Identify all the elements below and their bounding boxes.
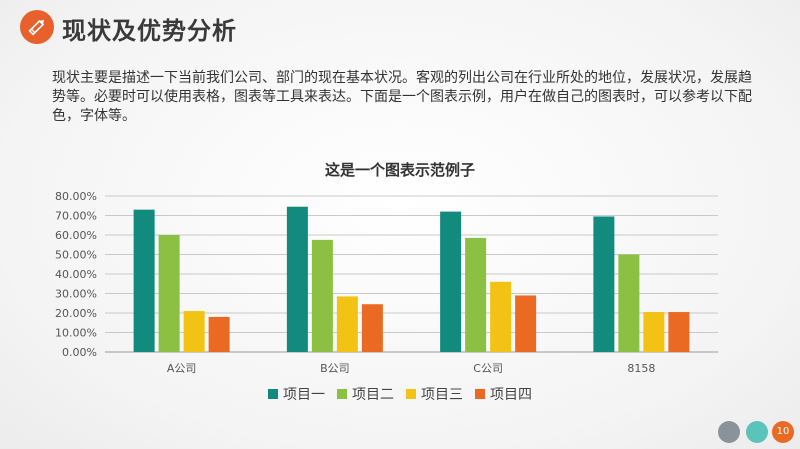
y-tick-label: 60.00% — [55, 229, 97, 242]
bar — [133, 209, 155, 352]
legend-item: 项目二 — [337, 384, 394, 404]
x-tick-label: B公司 — [320, 362, 350, 375]
legend-item: 项目三 — [406, 384, 463, 404]
nav-dot-gray — [718, 421, 740, 443]
y-tick-label: 40.00% — [55, 268, 97, 281]
bar — [490, 281, 512, 352]
legend-item: 项目一 — [268, 384, 325, 404]
bar — [515, 295, 537, 352]
x-tick-label: 8158 — [627, 362, 655, 375]
bar — [643, 312, 665, 352]
pencil-icon — [20, 10, 54, 44]
bar — [208, 316, 230, 352]
chart-legend: 项目一 项目二 项目三 项目四 — [0, 384, 800, 404]
y-tick-label: 20.00% — [55, 307, 97, 320]
legend-swatch — [268, 389, 278, 399]
page-title: 现状及优势分析 — [62, 17, 237, 45]
legend-label: 项目二 — [352, 387, 394, 403]
bar — [618, 254, 640, 352]
y-tick-label: 70.00% — [55, 210, 97, 223]
bar — [593, 216, 615, 352]
legend-swatch — [475, 389, 485, 399]
legend-label: 项目四 — [490, 387, 532, 403]
bar — [440, 211, 462, 352]
nav-dot-teal — [746, 421, 768, 443]
legend-swatch — [406, 389, 416, 399]
chart-title: 这是一个图表示范例子 — [325, 161, 475, 179]
bar — [465, 237, 487, 352]
y-tick-label: 10.00% — [55, 327, 97, 340]
y-tick-label: 50.00% — [55, 249, 97, 262]
bar — [286, 206, 308, 352]
legend-label: 项目一 — [283, 387, 325, 403]
y-tick-label: 30.00% — [55, 288, 97, 301]
bar — [361, 304, 383, 352]
legend-swatch — [337, 389, 347, 399]
page-number-badge: 10 — [772, 421, 794, 443]
x-tick-label: A公司 — [167, 362, 197, 375]
page-number: 10 — [776, 426, 790, 437]
y-tick-label: 80.00% — [55, 190, 97, 203]
bar — [336, 296, 358, 352]
legend-item: 项目四 — [475, 384, 532, 404]
description-text: 现状主要是描述一下当前我们公司、部门的现在基本状况。客观的列出公司在行业所处的地… — [52, 70, 752, 124]
y-tick-label: 0.00% — [62, 346, 97, 359]
bar — [311, 239, 333, 352]
bar — [668, 312, 690, 352]
bar — [158, 235, 180, 352]
x-tick-label: C公司 — [473, 362, 503, 375]
legend-label: 项目三 — [421, 387, 463, 403]
bar — [183, 311, 205, 352]
